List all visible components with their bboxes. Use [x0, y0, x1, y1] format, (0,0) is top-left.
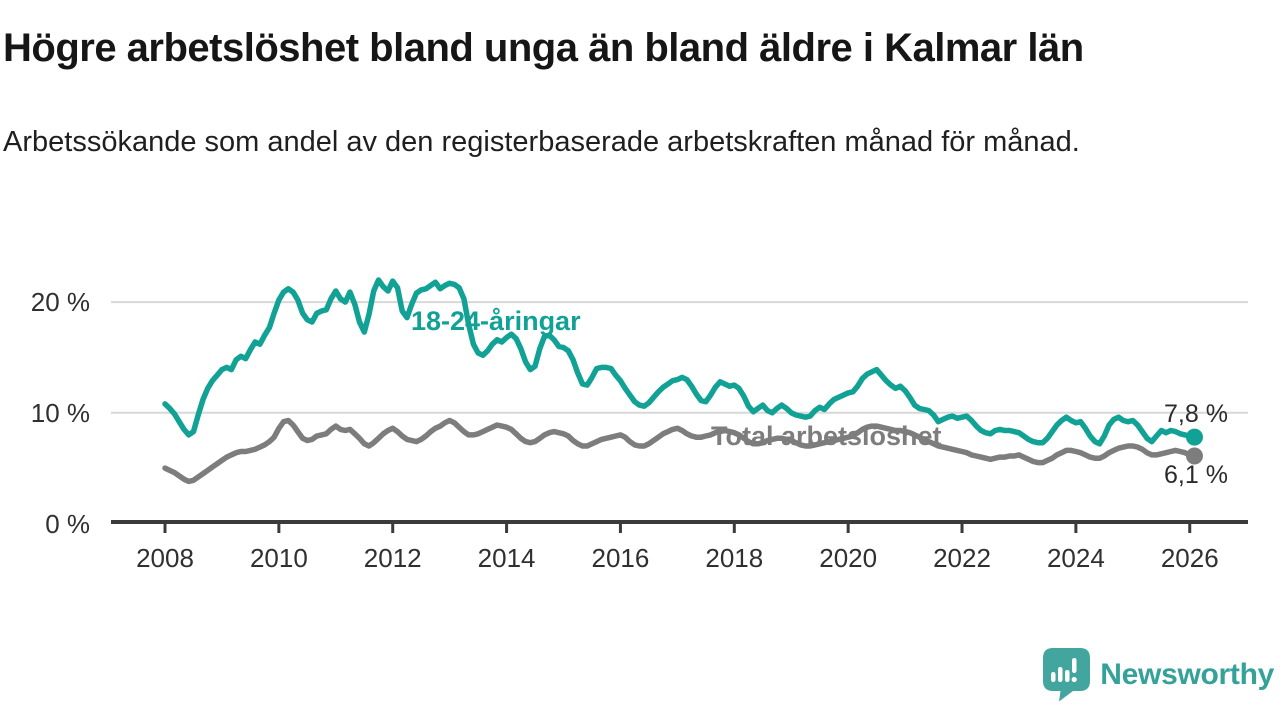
series-label-young: 18-24-åringar [411, 306, 581, 336]
x-axis-label: 2016 [591, 543, 650, 573]
newsworthy-logo-text: Newsworthy [1100, 658, 1274, 691]
series-label-total: Total arbetslöshet [711, 421, 942, 451]
end-value-young: 7,8 % [1164, 400, 1228, 428]
x-axis-label: 2014 [477, 543, 536, 573]
page-title: Högre arbetslöshet bland unga än bland ä… [3, 26, 1084, 70]
x-axis-label: 2020 [819, 543, 878, 573]
series-end-dot [1185, 428, 1203, 446]
x-axis-label: 2018 [705, 543, 764, 573]
newsworthy-logo: Newsworthy [1042, 648, 1274, 702]
newsworthy-logo-icon [1043, 648, 1091, 702]
x-axis-label: 2010 [249, 543, 308, 573]
y-axis-label: 20 % [30, 287, 90, 318]
series-line [162, 417, 1198, 485]
x-axis-label: 2022 [933, 543, 991, 573]
end-value-total: 6,1 % [1164, 461, 1228, 489]
x-axis-label: 2008 [136, 543, 194, 573]
series-end-dot [1185, 447, 1203, 465]
y-axis-label: 10 % [30, 397, 90, 428]
y-axis-label: 0 % [45, 508, 90, 539]
x-axis-label: 2012 [363, 543, 422, 573]
series-line [162, 277, 1198, 447]
x-axis-label: 2024 [1046, 543, 1105, 573]
x-axis-label: 2026 [1160, 543, 1219, 573]
chart-subtitle: Arbetssökande som andel av den registerb… [3, 126, 1080, 158]
